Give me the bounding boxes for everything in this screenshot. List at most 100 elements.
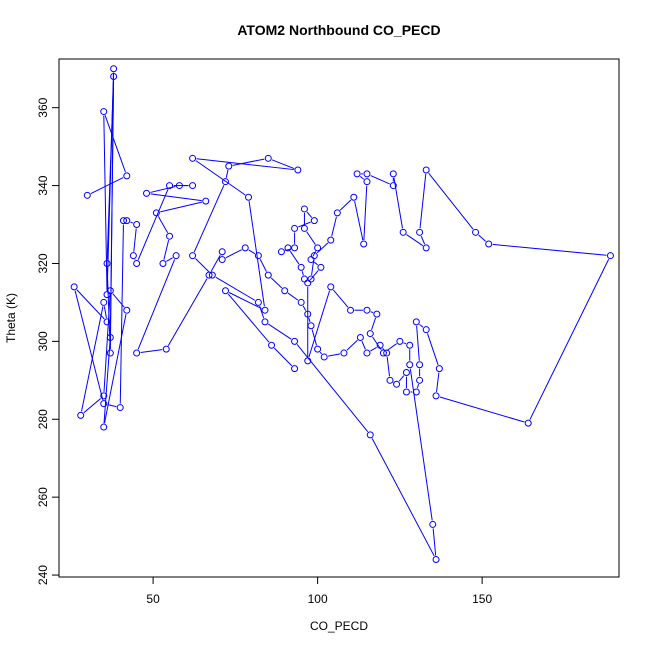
series-segment [371, 317, 377, 330]
data-point [264, 154, 272, 162]
data-point [208, 271, 216, 279]
data-point [133, 349, 141, 357]
data-point [422, 244, 430, 252]
series-segment [167, 278, 208, 346]
data-point [304, 310, 312, 318]
series-segment [361, 340, 366, 350]
series-segment [215, 276, 256, 301]
data-point [166, 232, 174, 240]
series-segment [306, 231, 316, 245]
series-segment [107, 404, 117, 408]
series-segment [150, 193, 202, 202]
data-point [310, 217, 318, 225]
series-segment [228, 292, 262, 309]
data-point [254, 252, 262, 260]
y-tick-label: 240 [36, 565, 50, 585]
data-point [350, 193, 358, 201]
data-point [386, 376, 394, 384]
series-segment [359, 175, 365, 180]
data-point [225, 162, 233, 170]
series-segment [271, 159, 295, 169]
x-tick-label: 150 [472, 592, 492, 606]
x-axis: 50 100 150 [146, 577, 492, 606]
series-segment [157, 216, 169, 233]
data-point [241, 244, 249, 252]
series-segment [103, 115, 108, 291]
series-segment [308, 290, 331, 358]
series-segment [436, 372, 440, 392]
data-point [70, 283, 78, 291]
series-segment [309, 270, 319, 281]
data-point [297, 298, 305, 306]
data-point [110, 73, 118, 81]
series-segment [195, 258, 210, 273]
data-point [291, 337, 299, 345]
series-segment [363, 185, 368, 241]
series-segment [313, 261, 319, 266]
data-point [353, 170, 361, 178]
series-points [70, 65, 614, 563]
y-tick-label: 320 [36, 253, 50, 273]
series-segment [150, 186, 176, 193]
data-point [129, 252, 137, 260]
data-point [399, 228, 407, 236]
data-point [291, 365, 299, 373]
series-segment [301, 271, 304, 276]
series-segment [140, 349, 163, 354]
series-segment [259, 259, 267, 272]
data-point [133, 259, 141, 267]
data-point [307, 322, 315, 330]
data-point [166, 182, 174, 190]
data-point [100, 423, 108, 431]
data-point [406, 361, 414, 369]
series-segment [227, 293, 270, 343]
series-segment [298, 221, 311, 228]
series-segment [137, 189, 169, 260]
y-tick-label: 260 [36, 487, 50, 507]
data-point [307, 256, 315, 264]
data-point [363, 178, 371, 186]
series-segment [103, 341, 111, 424]
data-point [218, 248, 226, 256]
series-segment [248, 201, 265, 307]
series-segment [133, 228, 137, 252]
data-point [376, 341, 384, 349]
series-segment [419, 323, 424, 328]
data-point [347, 306, 355, 314]
series-segment [103, 306, 107, 319]
data-point [100, 298, 108, 306]
data-point [189, 154, 197, 162]
x-tick-label: 100 [308, 592, 328, 606]
series-segment [393, 177, 403, 229]
y-tick-label: 340 [36, 175, 50, 195]
data-point [432, 555, 440, 563]
data-point [314, 244, 322, 252]
data-point [412, 318, 420, 326]
series-segment [196, 158, 294, 171]
data-point [363, 349, 371, 357]
data-point [106, 333, 114, 341]
series-segment [316, 242, 329, 254]
data-point [100, 392, 108, 400]
data-point [159, 259, 167, 267]
data-point [356, 333, 364, 341]
data-point [435, 365, 443, 373]
series-segment [311, 259, 315, 276]
data-point [297, 263, 305, 271]
data-point [103, 318, 111, 326]
series-segment [312, 251, 317, 257]
series-segment [478, 234, 487, 242]
chart-title: ATOM2 Northbound CO_PECD [237, 22, 440, 38]
series-segment [354, 201, 364, 241]
data-point [277, 248, 285, 256]
data-point [314, 345, 322, 353]
data-point [116, 404, 124, 412]
data-point [100, 108, 108, 116]
data-point [333, 209, 341, 217]
series-segment [332, 289, 349, 308]
data-point [100, 400, 108, 408]
series-segment [270, 277, 283, 289]
series-segment [492, 243, 607, 256]
data-point [202, 197, 210, 205]
